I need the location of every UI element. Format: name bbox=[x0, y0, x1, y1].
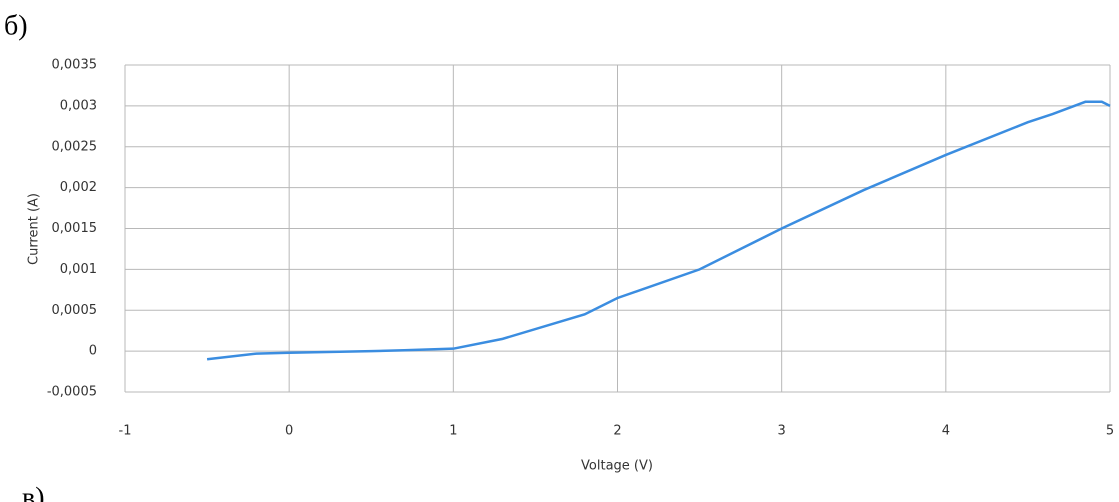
data-line bbox=[206, 100, 1111, 361]
x-tick-label: 0 bbox=[285, 424, 293, 439]
x-tick-label: 3 bbox=[778, 424, 786, 439]
x-tick-label: 2 bbox=[613, 424, 621, 439]
y-tick-label: 0,0025 bbox=[52, 139, 98, 154]
x-tick-label: -1 bbox=[119, 424, 132, 439]
y-tick-label: 0,003 bbox=[60, 98, 97, 113]
panel-label: в) bbox=[22, 482, 45, 502]
y-tick-label: 0,0035 bbox=[52, 58, 98, 73]
y-tick-label: 0,001 bbox=[60, 262, 97, 277]
x-tick-label: 5 bbox=[1106, 424, 1114, 439]
panel-label: б) bbox=[4, 10, 28, 41]
y-axis-label: Current (A) bbox=[27, 193, 42, 265]
y-tick-label: -0,0005 bbox=[47, 385, 97, 400]
x-tick-label: 1 bbox=[449, 424, 457, 439]
y-tick-label: 0,0005 bbox=[52, 303, 98, 318]
x-axis-label: Voltage (V) bbox=[581, 459, 653, 474]
y-tick-label: 0 bbox=[89, 344, 97, 359]
y-tick-label: 0,0015 bbox=[52, 221, 98, 236]
x-tick-label: 4 bbox=[942, 424, 950, 439]
y-tick-label: 0,002 bbox=[60, 180, 97, 195]
